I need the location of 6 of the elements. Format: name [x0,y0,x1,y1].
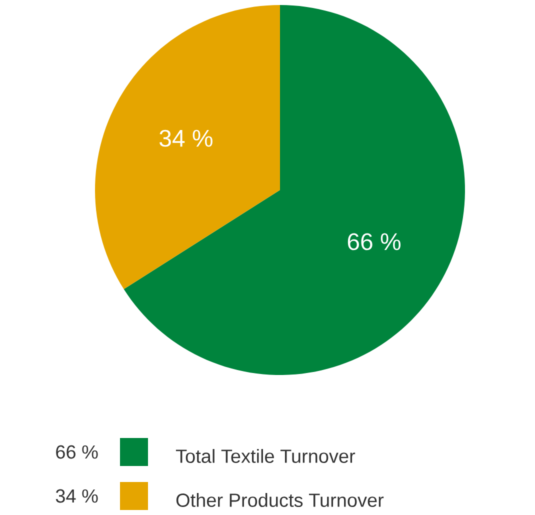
data-label: 34 % [160,130,212,147]
legend-label: Total Textile Turnover [176,449,356,463]
data-label: 66 % [348,233,400,250]
legend-label: Other Products Turnover [176,493,384,507]
text: 34 % [56,489,98,503]
text: 66 % [56,445,98,459]
